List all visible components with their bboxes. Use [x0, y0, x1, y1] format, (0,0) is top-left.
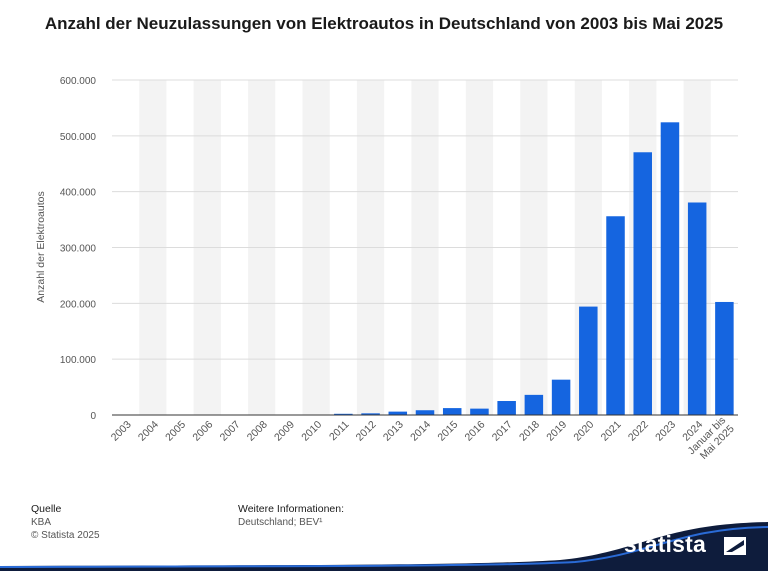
y-tick-label: 600.000: [60, 76, 97, 87]
statista-logo-text[interactable]: statista: [623, 531, 706, 557]
bar-januar-bis-mai-2025[interactable]: [715, 301, 734, 415]
x-tick-label: 2022: [626, 419, 651, 444]
bar-2011[interactable]: [334, 413, 353, 415]
x-tick-label: 2014: [408, 419, 433, 444]
bar-2017[interactable]: [497, 401, 516, 415]
x-tick-label: 2018: [517, 419, 542, 444]
x-tick-label: 2006: [190, 419, 215, 444]
x-tick-label: 2009: [272, 419, 297, 444]
chart-title: Anzahl der Neuzulassungen von Elektroaut…: [44, 14, 724, 33]
bar-2019[interactable]: [551, 379, 571, 415]
bar-2015[interactable]: [442, 408, 462, 415]
x-tick-label: 2012: [354, 419, 379, 444]
x-tick-label: 2019: [544, 419, 569, 444]
x-tick-label: 2004: [136, 419, 161, 444]
info-text: Deutschland; BEV¹: [238, 517, 323, 528]
x-tick-label: 2005: [163, 419, 188, 444]
info-block: Weitere Informationen: Deutschland; BEV¹: [238, 503, 344, 529]
bar-2024[interactable]: [687, 202, 707, 415]
x-tick-label: 2013: [381, 419, 406, 444]
x-tick-label: 2016: [463, 419, 488, 444]
x-tick-label: 2007: [218, 419, 243, 444]
x-tick-label: 2008: [245, 419, 270, 444]
y-tick-label: 0: [90, 411, 96, 422]
x-axis-ticks: 2003 2004 2005 2006 2007 2008 2009 2010 2011 2012…: [109, 414, 737, 462]
x-tick-label: 2023: [653, 419, 678, 444]
source-text: KBA: [31, 517, 52, 528]
bar-2021[interactable]: [606, 216, 625, 415]
y-axis-ticks: 0 100.000 200.000 300.000 400.000 500.000 600.…: [60, 76, 97, 422]
x-tick-label: 2021: [599, 419, 624, 444]
y-tick-label: 400.000: [60, 188, 97, 199]
bar-2016[interactable]: [470, 408, 489, 415]
x-tick-label: 2003: [109, 419, 134, 444]
bar-chart: 0 100.000 200.000 300.000 400.000 500.000 600.…: [35, 76, 738, 462]
bar-2018[interactable]: [524, 394, 544, 415]
y-tick-label: 200.000: [60, 299, 97, 310]
bar-2022[interactable]: [633, 152, 652, 415]
x-tick-label: 2017: [490, 419, 515, 444]
bar-2013[interactable]: [388, 411, 408, 415]
source-heading: Quelle: [31, 503, 62, 515]
bar-2014[interactable]: [415, 410, 435, 415]
x-tick-label: 2015: [435, 419, 460, 444]
bar-2012[interactable]: [361, 413, 380, 415]
copyright[interactable]: © Statista 2025: [31, 530, 100, 541]
y-axis-label: Anzahl der Elektroautos: [35, 191, 47, 302]
x-tick-label: 2020: [571, 419, 596, 444]
x-tick-label: 2010: [299, 419, 324, 444]
y-tick-label: 500.000: [60, 132, 97, 143]
info-heading[interactable]: Weitere Informationen:: [238, 503, 345, 515]
bar-2020[interactable]: [579, 306, 598, 415]
y-tick-label: 100.000: [60, 355, 97, 366]
y-tick-label: 300.000: [60, 244, 97, 255]
x-tick-label: 2011: [327, 419, 352, 444]
bar-2023[interactable]: [660, 122, 680, 415]
bars: [170, 122, 734, 415]
source-block: Quelle KBA © Statista 2025: [31, 503, 100, 542]
statista-logo-icon: [724, 537, 746, 555]
